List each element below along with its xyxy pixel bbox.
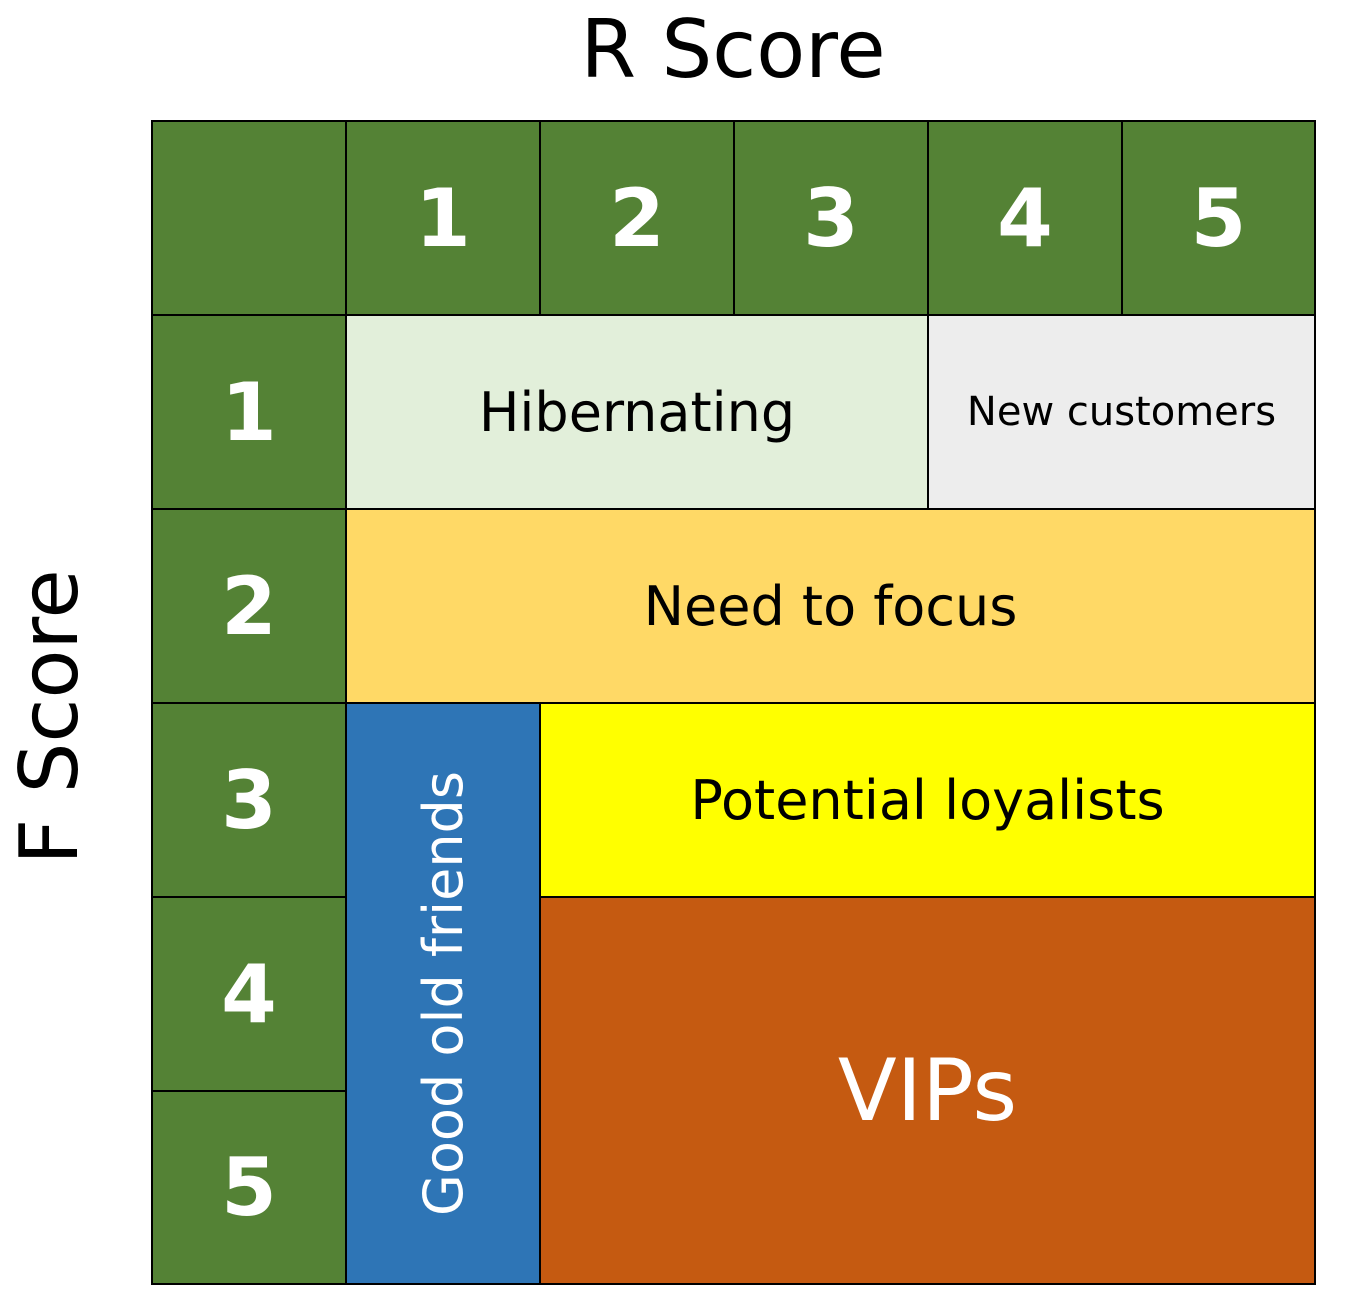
f-score-axis-title: F Score bbox=[3, 569, 96, 865]
f-score-header-1: 1 bbox=[151, 314, 347, 510]
segment-potential-loyalists-label: Potential loyalists bbox=[690, 768, 1165, 832]
f-score-header-2: 2 bbox=[151, 508, 347, 704]
segment-vips-label: VIPs bbox=[837, 1040, 1018, 1141]
r-score-header-5: 5 bbox=[1121, 120, 1316, 316]
r-score-header-3: 3 bbox=[733, 120, 929, 316]
segment-need-to-focus-label: Need to focus bbox=[643, 574, 1018, 638]
f-score-header-4: 4 bbox=[151, 896, 347, 1092]
segment-new-customers-label: New customers bbox=[966, 389, 1277, 435]
segment-need-to-focus: Need to focus bbox=[345, 508, 1316, 704]
segment-vips: VIPs bbox=[539, 896, 1316, 1285]
segment-good-old-friends: Good old friends bbox=[345, 702, 541, 1285]
r-score-header-4: 4 bbox=[927, 120, 1123, 316]
f-score-header-3: 3 bbox=[151, 702, 347, 898]
segment-hibernating-label: Hibernating bbox=[478, 380, 796, 444]
header-corner-cell bbox=[151, 120, 347, 316]
r-score-header-2: 2 bbox=[539, 120, 735, 316]
r-score-header-1: 1 bbox=[345, 120, 541, 316]
segment-new-customers: New customers bbox=[927, 314, 1316, 510]
segment-hibernating: Hibernating bbox=[345, 314, 929, 510]
segment-good-old-friends-label: Good old friends bbox=[411, 771, 475, 1216]
r-score-axis-title: R Score bbox=[580, 3, 886, 96]
f-score-header-5: 5 bbox=[151, 1090, 347, 1285]
segment-potential-loyalists: Potential loyalists bbox=[539, 702, 1316, 898]
